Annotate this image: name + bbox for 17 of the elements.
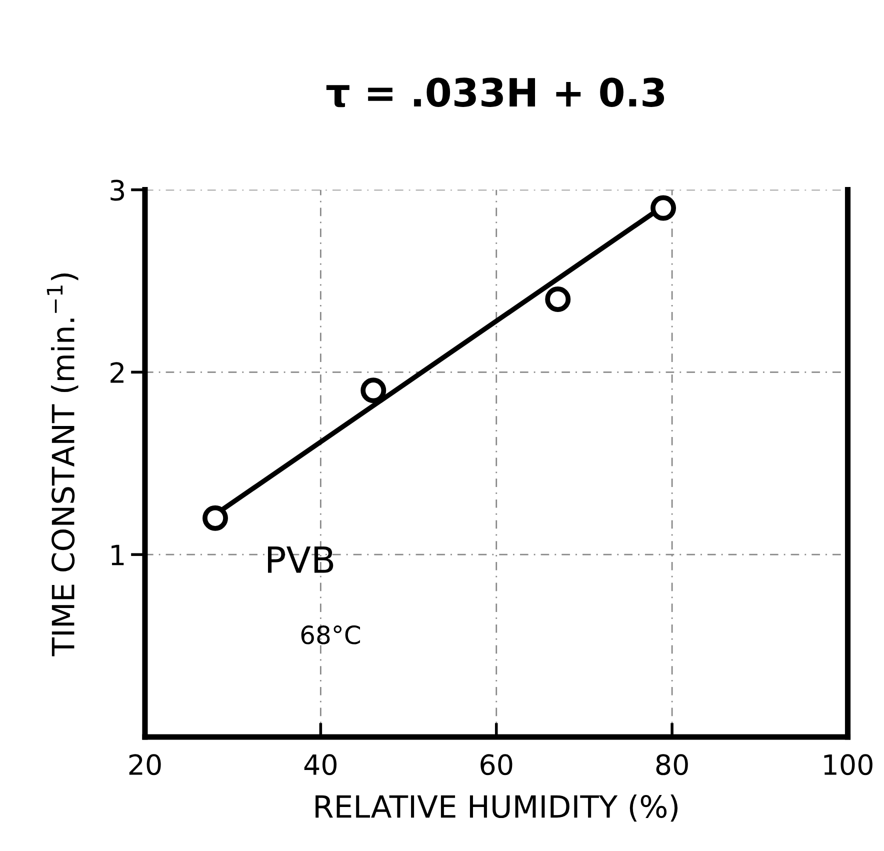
x-tick-label: 100 <box>824 754 872 776</box>
annotation: 68°C <box>301 625 360 644</box>
x-tick-label: 40 <box>304 754 336 776</box>
point <box>360 378 386 404</box>
x-axis-title: RELATIVE HUMIDITY (%) <box>316 794 678 822</box>
x-tick-label: 20 <box>129 754 161 776</box>
y-tick-label: 1 <box>112 544 124 566</box>
y-axis-title: TIME CONSTANT (min.$^{−1}$) <box>46 273 78 656</box>
point <box>545 286 571 312</box>
y-tick-label: 2 <box>110 362 124 383</box>
x-tick-label: 80 <box>656 754 688 776</box>
point <box>650 195 676 221</box>
point <box>202 505 228 531</box>
y-tick-label: 3 <box>110 180 124 201</box>
x-tick-label: 60 <box>480 754 512 776</box>
annotation: PVB <box>268 546 334 573</box>
chart-title: τ = .033H + 0.3 <box>326 78 664 108</box>
